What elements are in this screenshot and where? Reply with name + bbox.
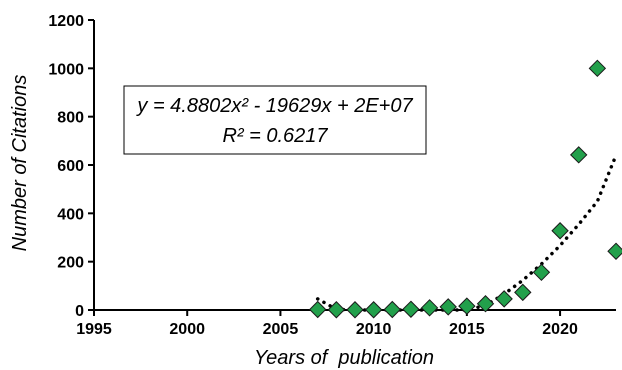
trendline xyxy=(315,153,618,312)
x-tick-label: 2005 xyxy=(263,321,299,338)
data-point xyxy=(495,290,513,308)
data-point xyxy=(588,59,607,78)
x-tick-label: 1995 xyxy=(76,321,112,338)
data-point xyxy=(383,300,401,319)
axes xyxy=(93,20,616,311)
y-tick-label: 1000 xyxy=(48,61,84,78)
y-tick-label: 400 xyxy=(57,206,84,223)
data-point xyxy=(364,301,383,319)
y-tick-label: 0 xyxy=(75,303,84,320)
data-point xyxy=(327,301,346,319)
data-point xyxy=(551,222,569,240)
data-point xyxy=(458,297,476,315)
equation-box: y = 4.8802x² - 19629x + 2E+07 R² = 0.621… xyxy=(123,85,427,155)
x-tick-label: 2020 xyxy=(542,321,578,338)
trendline-equation: y = 4.8802x² - 19629x + 2E+07 xyxy=(135,95,413,117)
x-tick-label: 2000 xyxy=(169,321,205,338)
y-tick-label: 600 xyxy=(57,158,84,175)
data-point xyxy=(514,283,532,302)
data-point xyxy=(532,263,551,282)
data-point xyxy=(309,300,327,319)
data-point xyxy=(402,300,420,318)
y-axis-ticks: 0 200 400 600 800 1000 1200 xyxy=(48,13,94,320)
data-points xyxy=(309,59,622,319)
y-axis-title: Number of Citations xyxy=(9,75,31,252)
trendline-path xyxy=(315,153,618,312)
data-point xyxy=(420,299,439,317)
x-axis-ticks: 1995 2000 2005 2010 2015 2020 xyxy=(76,310,578,338)
data-point xyxy=(476,295,495,313)
r-squared-label: R² = 0.6217 xyxy=(222,125,328,147)
y-tick-label: 200 xyxy=(57,255,84,272)
data-point xyxy=(439,298,457,316)
x-tick-label: 2010 xyxy=(356,321,392,338)
data-point xyxy=(346,301,364,319)
data-point xyxy=(570,146,588,164)
x-axis-title: Years of publication xyxy=(254,347,434,369)
y-tick-label: 1200 xyxy=(48,13,84,30)
y-tick-label: 800 xyxy=(57,110,84,127)
x-tick-label: 2015 xyxy=(449,321,485,338)
data-point xyxy=(607,242,622,260)
